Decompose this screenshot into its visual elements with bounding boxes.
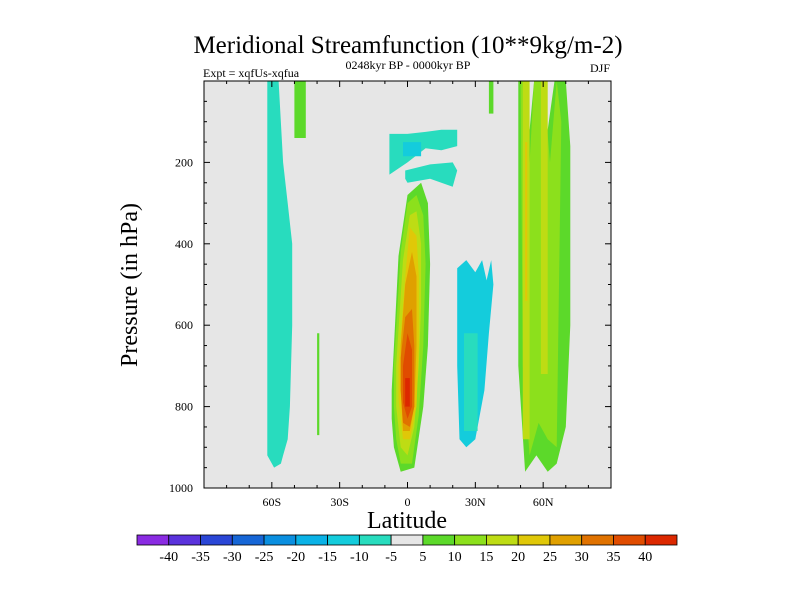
colorbar-label: 15 — [479, 550, 493, 565]
y-tick-label: 800 — [175, 400, 193, 414]
y-axis-title: Pressure (in hPa) — [117, 203, 143, 367]
chart-title: Meridional Streamfunction (10**9kg/m-2) — [193, 32, 622, 59]
colorbar-swatch — [390, 534, 424, 546]
contour-region — [389, 129, 458, 175]
colorbar-swatch — [295, 534, 328, 546]
x-tick-label: 60N — [533, 495, 554, 509]
contour-region — [317, 333, 320, 436]
contour-region — [540, 81, 548, 374]
contour-region — [488, 81, 494, 114]
colorbar-swatch — [327, 534, 360, 546]
y-tick-label: 200 — [175, 155, 193, 169]
colorbar-swatch — [263, 534, 297, 546]
contour-region — [525, 142, 528, 301]
colorbar-label: -40 — [159, 550, 178, 565]
colorbar-swatch — [422, 534, 456, 546]
colorbar-swatch — [517, 534, 551, 546]
plot-frame — [203, 80, 612, 489]
colorbar-swatch — [231, 534, 265, 546]
colorbar-label: 30 — [575, 550, 589, 565]
colorbar: -40 -35 -30 -25 -20 -15 -10 -5 5 10 15 20 25 30 35 40 — [136, 534, 678, 565]
contour-region — [403, 142, 422, 157]
y-tick-label: 600 — [175, 318, 193, 332]
colorbar-swatch — [136, 534, 170, 546]
contour-region — [267, 81, 293, 468]
contour-region — [464, 333, 478, 431]
season-annotation: DJF — [590, 61, 610, 75]
colorbar-label: 35 — [606, 550, 620, 565]
colorbar-label: -10 — [350, 550, 369, 565]
colorbar-label: 25 — [543, 550, 557, 565]
colorbar-swatch — [581, 534, 614, 546]
colorbar-swatch — [168, 534, 201, 546]
colorbar-swatch — [486, 534, 519, 546]
colorbar-label: 20 — [511, 550, 525, 565]
y-tick-label: 400 — [175, 237, 193, 251]
x-tick-label: 30S — [330, 495, 349, 509]
colorbar-swatch — [644, 534, 678, 546]
contour-region — [405, 378, 410, 407]
contour-regions — [267, 81, 571, 472]
colorbar-swatch — [613, 534, 646, 546]
axis-ticks: 60S 30S 0 30N 60N 200 400 600 800 1000 — [169, 80, 612, 509]
colorbar-label: 40 — [638, 550, 652, 565]
x-axis-title: Latitude — [367, 508, 447, 534]
colorbar-label: 5 — [419, 550, 426, 565]
colorbar-swatch — [454, 534, 487, 546]
x-tick-label: 0 — [405, 495, 411, 509]
colorbar-swatch — [549, 534, 583, 546]
x-tick-label: 60S — [262, 495, 281, 509]
experiment-annotation: Expt = xqfUs-xqfua — [203, 66, 300, 80]
colorbar-label: -5 — [385, 550, 397, 565]
colorbar-swatch — [200, 534, 233, 546]
colorbar-label: -25 — [255, 550, 274, 565]
colorbar-swatch — [358, 534, 392, 546]
colorbar-label: -35 — [191, 550, 210, 565]
colorbar-label: 10 — [448, 550, 462, 565]
contour-region — [294, 81, 306, 138]
colorbar-label: -20 — [286, 550, 305, 565]
colorbar-label: -15 — [318, 550, 337, 565]
colorbar-label: -30 — [223, 550, 242, 565]
y-tick-label: 1000 — [169, 481, 193, 495]
period-annotation: 0248kyr BP - 0000kyr BP — [346, 58, 471, 72]
contour-region — [405, 162, 458, 187]
x-tick-label: 30N — [465, 495, 486, 509]
